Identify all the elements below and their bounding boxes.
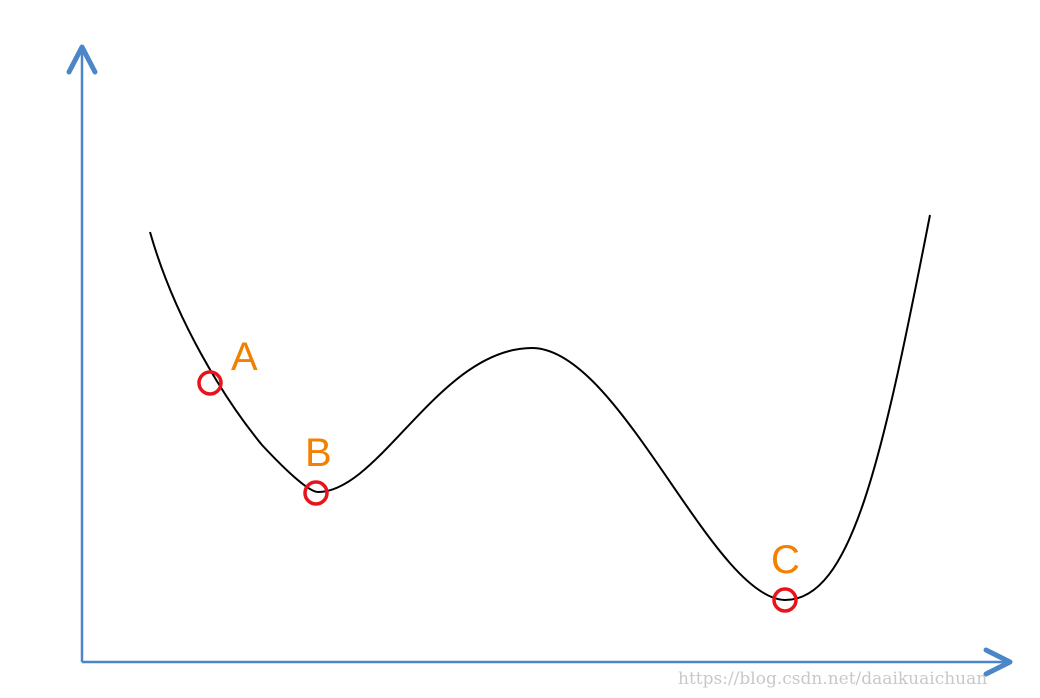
point-b-label: B (305, 431, 332, 475)
watermark-text: https://blog.csdn.net/daaikuaichuan (678, 669, 987, 689)
x-axis-arrowhead (983, 647, 1013, 677)
point-c-marker (772, 587, 798, 613)
loss-curve (149, 214, 931, 602)
y-axis-arrowhead (66, 44, 98, 75)
point-a-label: A (231, 335, 258, 379)
point-c-label: C (771, 538, 800, 582)
point-b-marker (303, 480, 329, 506)
point-a-marker (197, 370, 223, 396)
